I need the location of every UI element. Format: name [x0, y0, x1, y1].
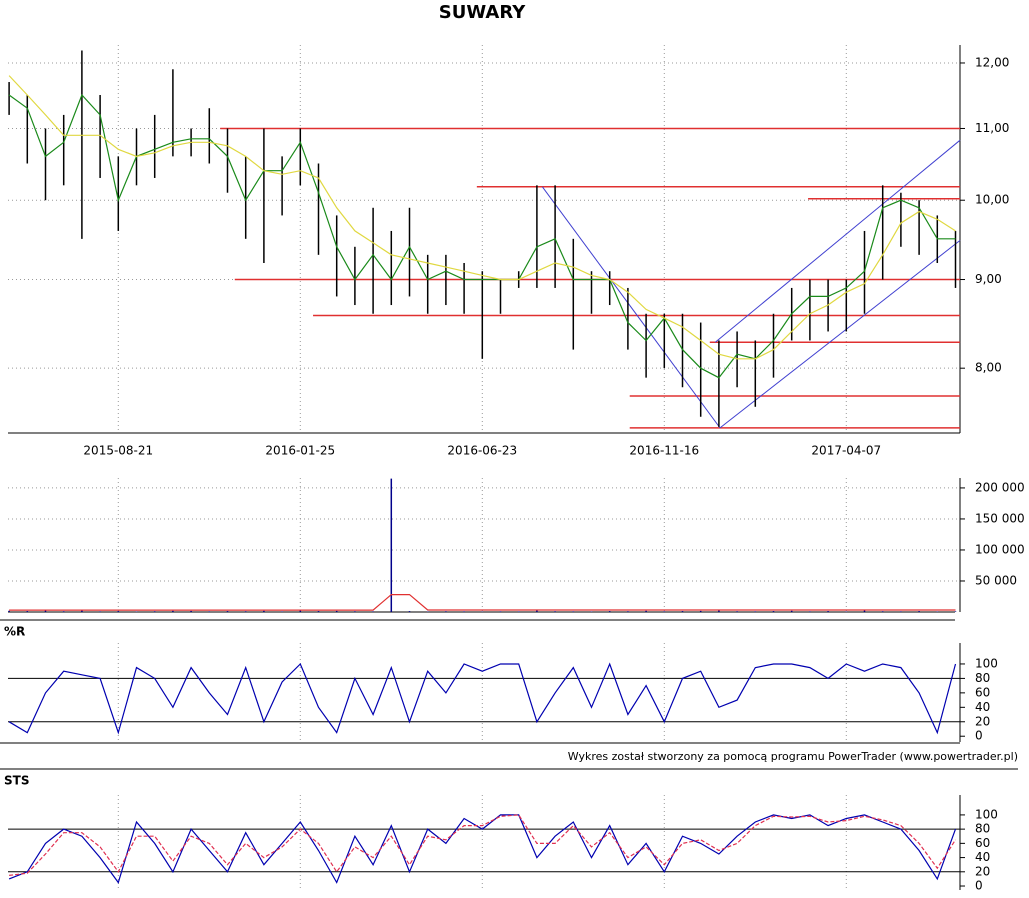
volume-bar: [153, 611, 156, 612]
y-tick-label: 40: [975, 850, 990, 864]
volume-bar: [463, 611, 465, 612]
volume-bar: [99, 611, 101, 612]
series-line: [9, 814, 957, 876]
chart-title: SUWARY: [439, 2, 526, 23]
volume-bar: [900, 611, 902, 612]
volume-bar: [44, 610, 47, 612]
y-tick-label: 200 000: [975, 480, 1025, 494]
series-line: [8, 93, 956, 379]
y-tick-label: 60: [975, 685, 990, 699]
volume-bar: [863, 610, 866, 612]
volume-bar: [190, 610, 192, 612]
volume-bar: [772, 611, 775, 612]
panel-title: STS: [4, 774, 29, 788]
volume-bar: [81, 610, 83, 612]
y-tick-label: 150 000: [975, 511, 1025, 525]
volume-bar: [26, 611, 29, 612]
y-tick-label: 20: [975, 864, 990, 878]
y-tick-label: 60: [975, 836, 990, 850]
volume-bar: [445, 611, 447, 612]
x-tick-label: 2017-04-07: [811, 444, 881, 458]
volume-bar: [954, 611, 957, 612]
series-line: [8, 662, 957, 735]
volume-bar: [281, 611, 283, 612]
volume-bar: [718, 610, 720, 612]
volume-bar: [663, 611, 666, 612]
y-tick-label: 0: [975, 879, 983, 893]
volume-bar: [62, 611, 65, 612]
volume-bar: [172, 610, 174, 612]
volume-bar: [918, 611, 920, 612]
x-tick-label: 2016-11-16: [629, 444, 699, 458]
volume-bar: [809, 611, 811, 612]
volume-bar: [226, 611, 229, 612]
y-tick-label: 100: [975, 807, 998, 821]
volume-bar: [372, 611, 374, 612]
y-tick-label: 80: [975, 671, 990, 685]
footer: Wykres został stworzony za pomocą progra…: [568, 750, 1018, 763]
volume-bar: [8, 610, 10, 612]
y-tick-label: 80: [975, 822, 990, 836]
volume-bar: [499, 611, 502, 612]
volume-bar: [736, 611, 738, 612]
y-tick-label: 20: [975, 714, 990, 728]
panel-title: %R: [4, 625, 25, 639]
series-line: [8, 75, 956, 360]
y-tick-label: 9,00: [975, 272, 1002, 286]
y-tick-label: 11,00: [975, 121, 1009, 135]
volume-bar: [117, 611, 120, 612]
volume-bar: [699, 610, 702, 612]
volume-bar: [827, 611, 829, 612]
trend-line: [714, 139, 961, 343]
volume-bar: [517, 611, 520, 612]
y-tick-label: 50 000: [975, 573, 1017, 587]
volume-bar: [299, 609, 302, 612]
volume-bar: [645, 610, 647, 612]
x-tick-label: 2016-01-25: [265, 444, 335, 458]
x-tick-label: 2015-08-21: [83, 444, 153, 458]
y-tick-label: 10,00: [975, 193, 1009, 207]
y-tick-label: 100 000: [975, 542, 1025, 556]
y-tick-label: 40: [975, 700, 990, 714]
volume-bar: [263, 610, 265, 612]
volume-bar: [554, 611, 556, 612]
volume-bar: [317, 611, 320, 612]
volume-bar: [754, 611, 757, 612]
y-tick-label: 8,00: [975, 361, 1002, 375]
volume-bar: [881, 611, 884, 612]
volume-bar: [627, 611, 629, 612]
volume-bar: [572, 611, 575, 612]
volume-bar: [335, 610, 338, 612]
volume-bar: [608, 611, 611, 612]
volume-bar: [354, 611, 356, 612]
trend-line: [719, 240, 961, 429]
volume-bar: [681, 611, 684, 612]
volume-bar: [208, 611, 211, 612]
series-line: [9, 593, 956, 611]
volume-bar: [536, 609, 538, 612]
trend-line: [541, 186, 721, 429]
volume-bar: [408, 611, 411, 612]
y-tick-label: 0: [975, 729, 983, 743]
volume-bar: [244, 611, 247, 612]
volume-bar: [390, 478, 393, 612]
x-tick-label: 2016-06-23: [447, 444, 517, 458]
y-tick-label: 100: [975, 656, 998, 670]
y-tick-label: 12,00: [975, 55, 1009, 69]
volume-bar: [790, 610, 793, 612]
